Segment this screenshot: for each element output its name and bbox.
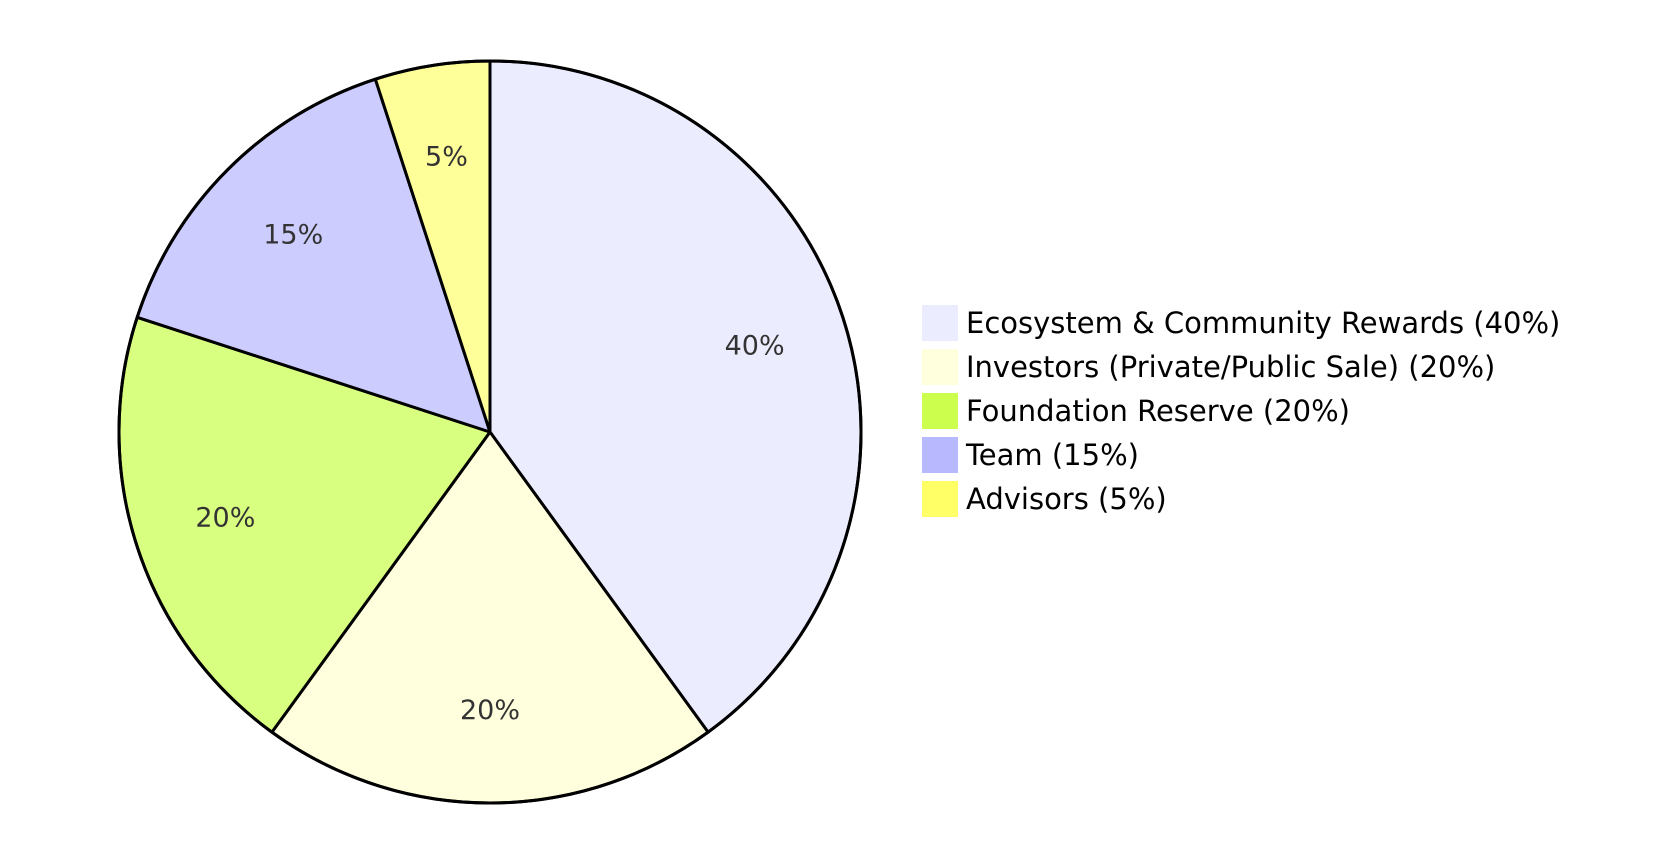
legend-label-4: Advisors (5%): [966, 482, 1167, 516]
legend-label-3: Team (15%): [965, 438, 1139, 472]
legend-swatch-3: [922, 437, 958, 473]
slice-label-1: 20%: [460, 695, 520, 726]
legend-item-4: Advisors (5%): [922, 481, 1167, 517]
legend-item-2: Foundation Reserve (20%): [922, 393, 1350, 429]
slice-label-0: 40%: [725, 331, 785, 362]
legend-swatch-2: [922, 393, 958, 429]
legend-label-0: Ecosystem & Community Rewards (40%): [966, 306, 1560, 340]
legend-swatch-4: [922, 481, 958, 517]
slice-labels-layer: 40% 20% 20% 15% 5%: [195, 142, 784, 726]
legend-item-1: Investors (Private/Public Sale) (20%): [922, 349, 1495, 385]
legend-item-0: Ecosystem & Community Rewards (40%): [922, 305, 1560, 341]
slices-layer: [117, 59, 863, 805]
slice-label-3: 15%: [263, 220, 323, 251]
legend-label-2: Foundation Reserve (20%): [966, 394, 1350, 428]
legend: Ecosystem & Community Rewards (40%) Inves…: [922, 305, 1560, 517]
pie-outline: [117, 59, 863, 805]
slice-label-2: 20%: [195, 502, 255, 533]
slice-label-4: 5%: [425, 142, 468, 173]
legend-swatch-1: [922, 349, 958, 385]
legend-label-1: Investors (Private/Public Sale) (20%): [966, 350, 1495, 384]
legend-swatch-0: [922, 305, 958, 341]
legend-item-3: Team (15%): [922, 437, 1139, 473]
